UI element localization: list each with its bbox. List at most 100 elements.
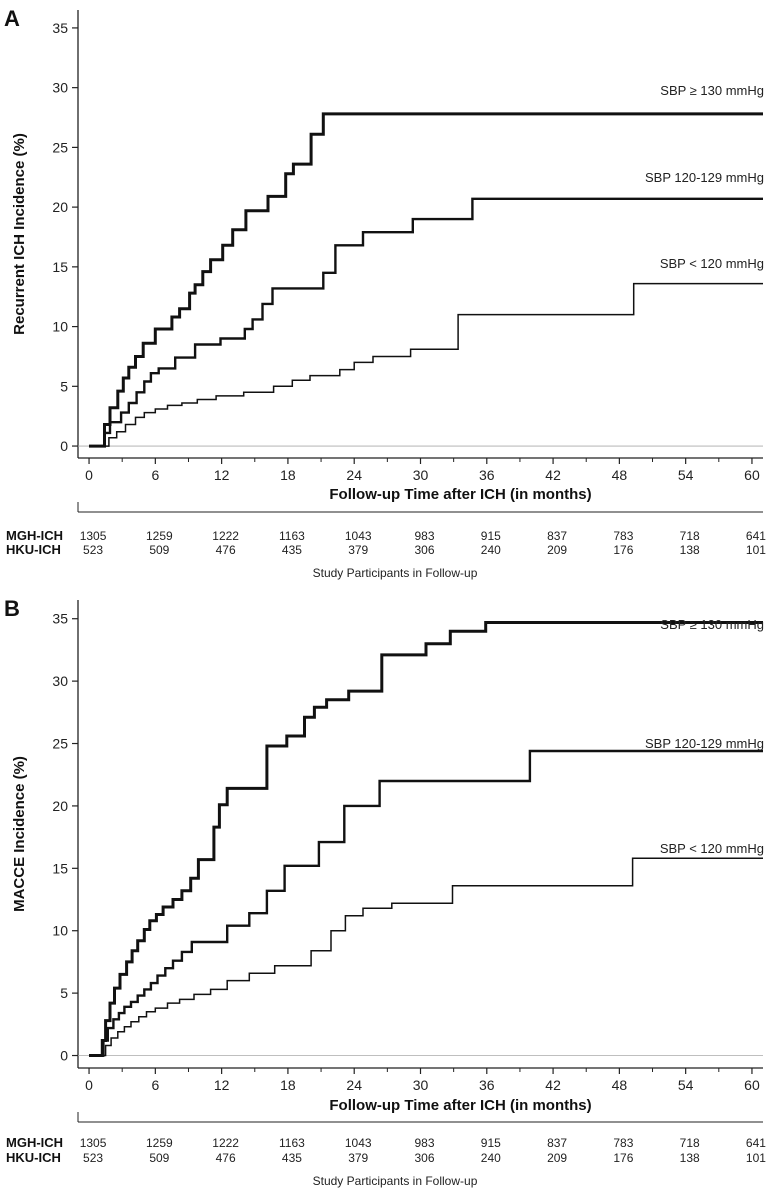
x-tick-label: 54 (678, 1077, 694, 1093)
x-tick-label: 60 (744, 1077, 760, 1093)
at-risk-count: 1259 (146, 529, 173, 543)
x-tick-label: 48 (612, 1077, 628, 1093)
series-line-1 (89, 112, 763, 448)
x-axis-title: Follow-up Time after ICH (in months) (329, 1097, 591, 1114)
at-risk-count: 983 (414, 529, 434, 543)
at-risk-cohort-label: MGH-ICH (6, 1135, 63, 1150)
x-tick-label: 18 (280, 1077, 296, 1093)
y-tick-label: 0 (60, 438, 68, 454)
at-risk-count: 306 (414, 543, 434, 557)
at-risk-count: 1163 (279, 529, 305, 543)
y-tick-label: 30 (52, 673, 68, 689)
at-risk-count: 718 (680, 529, 700, 543)
y-tick-label: 15 (52, 259, 68, 275)
series-line-2 (89, 749, 763, 1057)
at-risk-count: 379 (348, 543, 368, 557)
at-risk-count: 476 (216, 1151, 236, 1165)
at-risk-count: 209 (547, 1151, 567, 1165)
x-tick-label: 18 (280, 467, 296, 483)
at-risk-count: 1163 (279, 1136, 305, 1150)
series-label-2: SBP 120-129 mmHg (645, 170, 764, 185)
at-risk-count: 1305 (80, 529, 107, 543)
at-risk-count: 1305 (80, 1136, 107, 1150)
series-label-3: SBP < 120 mmHg (660, 256, 764, 271)
y-tick-label: 25 (52, 139, 68, 155)
at-risk-count: 209 (547, 543, 567, 557)
at-risk-count: 523 (83, 543, 103, 557)
at-risk-count: 138 (680, 1151, 700, 1165)
y-tick-label: 10 (52, 923, 68, 939)
y-tick-label: 5 (60, 378, 68, 394)
x-tick-label: 6 (151, 467, 159, 483)
at-risk-count: 1222 (212, 529, 239, 543)
x-tick-label: 48 (612, 467, 628, 483)
panel-letter: A (4, 6, 20, 31)
at-risk-count: 641 (746, 529, 766, 543)
at-risk-count: 176 (613, 1151, 633, 1165)
at-risk-count: 476 (216, 543, 236, 557)
at-risk-count: 509 (149, 1151, 169, 1165)
at-risk-count: 983 (414, 1136, 434, 1150)
at-risk-cohort-label: MGH-ICH (6, 528, 63, 543)
series-label-3: SBP < 120 mmHg (660, 841, 764, 856)
y-tick-label: 20 (52, 199, 68, 215)
panel-b: B 0 5 10 15 20 25 30 35 0 6 12 18 24 30 36 42 48 54 60 MACCE… (4, 596, 766, 1188)
at-risk-caption: Study Participants in Follow-up (313, 1174, 478, 1188)
x-tick-label: 42 (545, 1077, 561, 1093)
at-risk-count: 1259 (146, 1136, 173, 1150)
panel-letter: B (4, 596, 20, 621)
panel-a: A 0 5 10 15 20 25 30 35 0 6 12 18 24 30 36 42 48 54 60 Recur… (4, 6, 766, 580)
at-risk-count: 240 (481, 1151, 501, 1165)
y-axis-title: MACCE Incidence (%) (11, 756, 28, 912)
at-risk-count: 435 (282, 543, 302, 557)
at-risk-count: 1043 (345, 1136, 372, 1150)
y-tick-label: 20 (52, 798, 68, 814)
at-risk-count: 379 (348, 1151, 368, 1165)
x-tick-label: 30 (413, 467, 429, 483)
x-tick-label: 30 (413, 1077, 429, 1093)
at-risk-cohort-label: HKU-ICH (6, 542, 61, 557)
y-tick-label: 15 (52, 860, 68, 876)
x-tick-label: 12 (214, 467, 230, 483)
series-label-1: SBP ≥ 130 mmHg (660, 83, 764, 98)
at-risk-count: 915 (481, 1136, 501, 1150)
at-risk-count: 837 (547, 529, 567, 543)
series-line-3 (89, 282, 763, 447)
y-tick-label: 10 (52, 319, 68, 335)
x-tick-label: 60 (744, 467, 760, 483)
at-risk-count: 641 (746, 1136, 766, 1150)
x-tick-label: 36 (479, 467, 495, 483)
y-tick-label: 25 (52, 736, 68, 752)
at-risk-count: 783 (613, 1136, 633, 1150)
x-tick-label: 36 (479, 1077, 495, 1093)
y-axis-title: Recurrent ICH Incidence (%) (11, 133, 28, 335)
y-tick-label: 30 (52, 80, 68, 96)
at-risk-count: 101 (746, 543, 766, 557)
at-risk-count: 138 (680, 543, 700, 557)
x-tick-label: 54 (678, 467, 694, 483)
at-risk-count: 435 (282, 1151, 302, 1165)
x-tick-label: 0 (85, 467, 93, 483)
at-risk-count: 176 (613, 543, 633, 557)
y-tick-label: 35 (52, 20, 68, 36)
at-risk-count: 240 (481, 543, 501, 557)
series-label-2: SBP 120-129 mmHg (645, 736, 764, 751)
at-risk-count: 306 (414, 1151, 434, 1165)
at-risk-caption: Study Participants in Follow-up (313, 566, 478, 580)
x-tick-label: 42 (545, 467, 561, 483)
series-line-2 (89, 197, 763, 448)
series-label-1: SBP ≥ 130 mmHg (660, 617, 764, 632)
y-tick-label: 35 (52, 611, 68, 627)
x-tick-label: 6 (151, 1077, 159, 1093)
series-line-1 (89, 621, 763, 1057)
y-tick-label: 0 (60, 1048, 68, 1064)
x-axis-title: Follow-up Time after ICH (in months) (329, 486, 591, 503)
series-line-3 (89, 857, 763, 1057)
at-risk-count: 1222 (212, 1136, 239, 1150)
at-risk-count: 101 (746, 1151, 766, 1165)
x-tick-label: 24 (346, 467, 362, 483)
x-tick-label: 0 (85, 1077, 93, 1093)
at-risk-count: 523 (83, 1151, 103, 1165)
at-risk-count: 915 (481, 529, 501, 543)
